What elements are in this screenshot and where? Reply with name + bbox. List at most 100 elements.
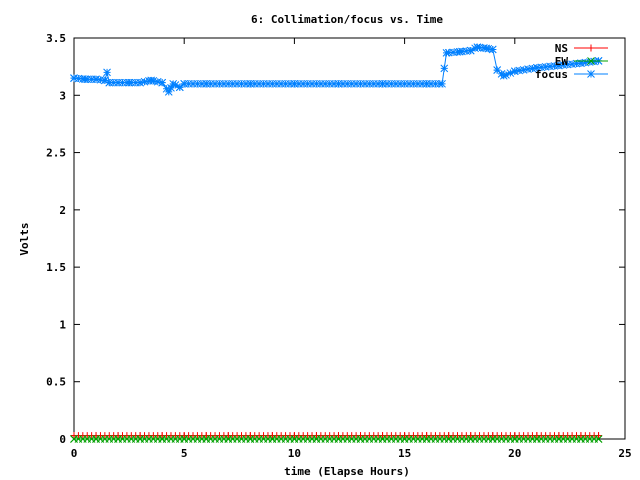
series-focus-marker	[299, 79, 308, 88]
series-focus-marker	[506, 69, 515, 77]
series-focus-marker	[488, 45, 497, 54]
series-focus-marker	[462, 47, 471, 55]
series-focus-marker	[171, 81, 180, 89]
series-focus-marker	[356, 79, 365, 88]
series-focus-marker	[497, 70, 506, 78]
series-focus-marker	[396, 79, 405, 88]
series-focus-marker	[255, 79, 263, 88]
series-focus-marker	[559, 61, 568, 69]
plot-frame	[73, 37, 626, 440]
plot-border	[73, 37, 626, 440]
series-focus-marker	[383, 79, 391, 88]
series-focus-marker	[281, 79, 290, 88]
series-focus-marker	[272, 79, 281, 88]
x-tick-label: 20	[508, 447, 521, 460]
series-focus-marker	[101, 76, 109, 85]
series-focus-marker	[537, 63, 546, 72]
series-focus-marker	[250, 79, 259, 88]
series-focus-marker	[74, 74, 83, 83]
y-axis-label: Volts	[18, 222, 31, 255]
series-focus-marker	[400, 79, 409, 88]
series-focus-marker	[237, 79, 246, 88]
x-tick-label: 5	[181, 447, 188, 460]
series-ns-dense-markers	[70, 432, 603, 440]
series-focus-marker	[378, 79, 387, 88]
series-focus-marker	[334, 79, 343, 88]
series-focus-marker	[175, 83, 184, 92]
series-focus-marker	[493, 66, 502, 74]
series-focus-marker	[233, 79, 241, 88]
series-focus-marker	[189, 79, 197, 88]
series-focus-marker	[312, 79, 321, 88]
series-focus-marker	[339, 79, 347, 88]
series-ew-marker	[594, 435, 603, 443]
x-axis-label: time (Elapse Hours)	[284, 465, 410, 478]
series-focus-marker	[290, 79, 299, 88]
series-focus-marker	[83, 75, 92, 84]
series-focus-marker	[264, 79, 272, 88]
x-tick-label: 0	[71, 447, 78, 460]
series-focus-marker	[78, 75, 87, 83]
series-focus-marker	[167, 83, 175, 92]
series-ns-marker	[595, 432, 603, 440]
series-focus-point	[164, 87, 173, 96]
series-focus-marker	[228, 79, 237, 88]
y-tick-label: 2.5	[46, 147, 66, 160]
series-ew	[70, 435, 603, 443]
series-focus-marker	[118, 78, 127, 87]
legend-marker-ew	[587, 57, 595, 65]
series-focus-marker	[224, 79, 233, 88]
series-focus-marker	[480, 44, 488, 52]
series-focus-marker	[153, 77, 162, 86]
series-focus-marker	[550, 62, 559, 70]
series-focus-marker	[391, 79, 400, 88]
series-focus-marker	[347, 79, 356, 88]
series-focus-marker	[321, 79, 330, 88]
series-focus-marker	[158, 78, 167, 87]
series-focus-marker	[193, 79, 202, 88]
series-focus-marker	[162, 84, 171, 93]
series-focus-dense-markers	[70, 43, 603, 93]
series-focus-marker	[577, 59, 585, 68]
series-focus-marker	[131, 78, 140, 87]
series-focus-marker	[123, 78, 131, 87]
series-focus-marker	[427, 79, 435, 88]
series-focus-marker	[361, 79, 369, 88]
series-focus-marker	[502, 71, 510, 79]
series-focus-marker	[475, 43, 484, 52]
series-focus-marker	[246, 79, 255, 88]
series-focus-marker	[215, 79, 224, 88]
series-focus-marker	[418, 79, 427, 88]
series-focus-marker	[202, 79, 211, 88]
series-focus-marker	[308, 79, 316, 88]
x-axis-ticks: 0 5 10 15 20 25	[71, 38, 632, 460]
y-tick-label: 3	[59, 89, 66, 102]
series-focus-marker	[436, 79, 444, 88]
series-focus-marker	[220, 79, 228, 88]
series-focus-point	[169, 79, 178, 88]
x-tick-label: 25	[618, 447, 631, 460]
legend-marker-focus	[587, 70, 595, 78]
legend-label-ew: EW	[555, 55, 569, 68]
series-focus-marker	[184, 79, 193, 88]
legend-label-focus: focus	[535, 68, 568, 81]
series-focus-marker	[211, 79, 219, 88]
series-focus-marker	[515, 66, 524, 75]
y-axis-ticks: 0 0.5 1 1.5 2 2.5 3 3.5	[46, 32, 625, 446]
y-tick-label: 0.5	[46, 376, 66, 389]
series-layer	[70, 43, 603, 443]
series-focus-marker	[484, 44, 493, 53]
series-focus-marker	[532, 63, 541, 72]
series-focus-marker	[453, 48, 462, 56]
series-focus-marker	[149, 76, 158, 85]
series-focus-marker	[374, 79, 383, 88]
series-focus-marker	[206, 79, 215, 88]
series-focus-marker	[405, 79, 413, 88]
y-tick-label: 1.5	[46, 261, 66, 274]
series-focus-marker	[87, 75, 96, 84]
series-focus-marker	[316, 79, 325, 88]
series-focus-marker	[140, 77, 149, 86]
series-focus-marker	[242, 79, 250, 88]
series-focus-marker	[286, 79, 294, 88]
